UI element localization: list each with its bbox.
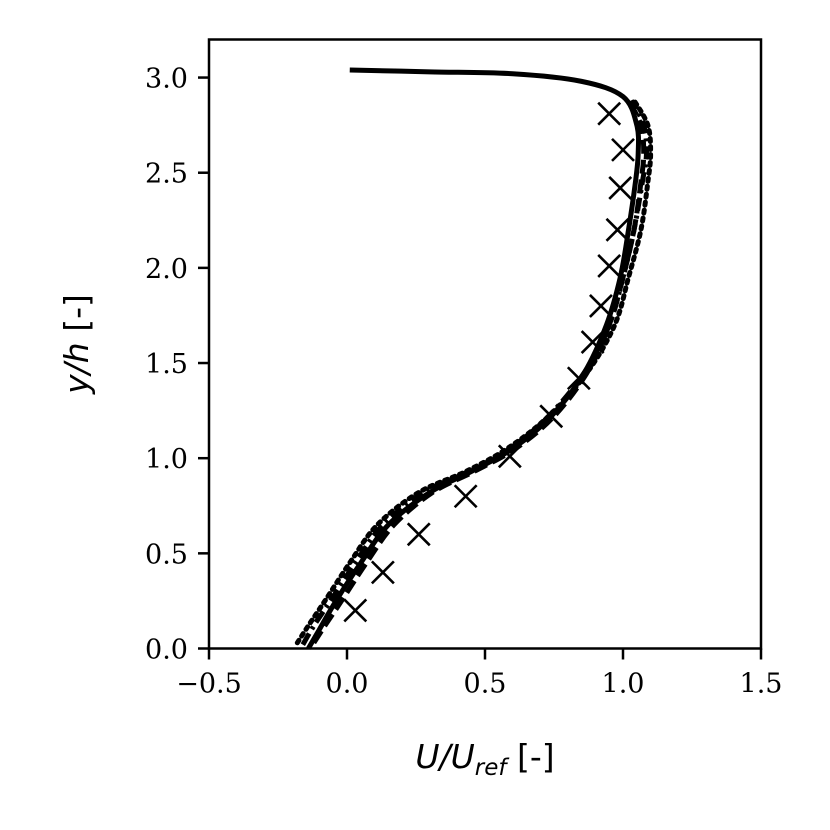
series-line-dash-dot — [300, 99, 650, 646]
x-axis-label: U/Uref [-] — [415, 737, 554, 781]
data-point-marker — [370, 560, 395, 585]
x-axis-label-main: U/U — [415, 737, 474, 776]
x-axis-label-unit: [-] — [507, 737, 555, 776]
data-point-marker — [597, 254, 622, 278]
y-axis-ticks: 0.0 0.5 1.0 1.5 2.0 2.5 3.0 — [145, 64, 209, 666]
y-axis-label-unit: [-] — [57, 294, 96, 342]
y-tick-label: 1.0 — [145, 444, 188, 475]
plot-marks — [294, 67, 654, 650]
data-point-marker — [597, 101, 622, 126]
y-tick-label: 2.5 — [145, 159, 188, 190]
data-point-marker — [406, 522, 431, 547]
y-tick-label: 3.0 — [145, 64, 188, 95]
y-tick-label: 0.0 — [145, 635, 188, 666]
x-tick-label: 1.5 — [740, 669, 783, 700]
data-point-marker — [343, 598, 368, 623]
y-tick-label: 2.0 — [145, 254, 188, 285]
y-axis-label: y/h [-] — [57, 294, 96, 395]
y-axis-label-main: y/h — [57, 342, 96, 395]
x-axis-label-sub: ref — [475, 755, 510, 781]
x-axis-ticks: −0.5 0.0 0.5 1.0 1.5 — [176, 648, 783, 700]
data-point-marker — [608, 176, 633, 200]
x-tick-label: 1.0 — [602, 669, 645, 700]
series-line-dotted — [294, 97, 654, 646]
x-tick-label: 0.0 — [326, 669, 369, 700]
data-point-marker — [605, 217, 630, 242]
y-tick-label: 1.5 — [145, 349, 188, 380]
data-point-marker — [611, 137, 635, 162]
data-point-marker — [566, 366, 591, 391]
plot-frame — [207, 38, 763, 650]
x-tick-label: 0.5 — [464, 669, 507, 700]
data-point-marker — [539, 404, 564, 429]
data-point-marker — [589, 294, 613, 318]
y-tick-label: 0.5 — [145, 539, 188, 570]
series-line-solid — [306, 67, 642, 650]
data-point-marker — [580, 330, 605, 355]
data-point-marker — [453, 484, 478, 509]
data-point-marker — [497, 444, 522, 469]
x-tick-label: −0.5 — [176, 669, 242, 700]
